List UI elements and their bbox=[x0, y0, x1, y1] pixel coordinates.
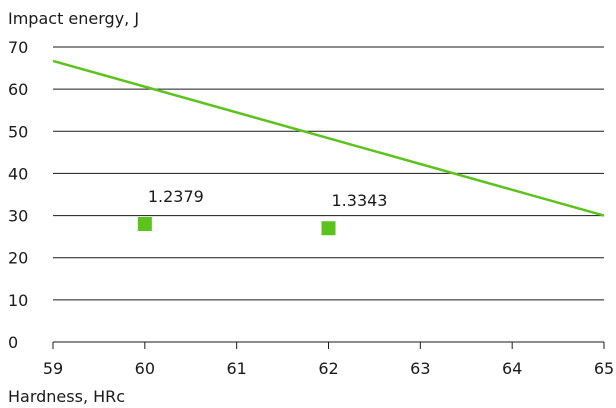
y-axis-title: Impact energy, J bbox=[8, 9, 139, 28]
y-tick-label-40: 40 bbox=[8, 164, 28, 183]
y-tick-label-10: 10 bbox=[8, 291, 28, 310]
x-tick-label-60: 60 bbox=[135, 359, 155, 378]
x-tick-labels: 59 60 61 62 63 64 65 bbox=[43, 359, 614, 378]
x-tick-label-62: 62 bbox=[318, 359, 338, 378]
x-tick-label-65: 65 bbox=[594, 359, 614, 378]
y-tick-label-20: 20 bbox=[8, 249, 28, 268]
x-tick-label-63: 63 bbox=[410, 359, 430, 378]
x-axis-title: Hardness, HRc bbox=[8, 387, 125, 406]
x-tick-label-59: 59 bbox=[43, 359, 63, 378]
y-tick-label-30: 30 bbox=[8, 207, 28, 226]
x-tick-label-61: 61 bbox=[226, 359, 246, 378]
y-tick-labels: 0 10 20 30 40 50 60 70 bbox=[8, 38, 28, 352]
trend-line bbox=[52, 59, 605, 217]
data-label-2: 1.3343 bbox=[332, 191, 388, 210]
data-point-1 bbox=[137, 217, 152, 231]
y-tick-label-60: 60 bbox=[8, 80, 28, 99]
y-tick-label-0: 0 bbox=[8, 333, 18, 352]
data-point-2 bbox=[321, 221, 336, 236]
grid-lines bbox=[53, 46, 604, 301]
x-tick-label-64: 64 bbox=[502, 359, 522, 378]
data-label-1: 1.2379 bbox=[148, 187, 204, 206]
y-tick-label-50: 50 bbox=[8, 122, 28, 141]
y-tick-label-70: 70 bbox=[8, 38, 28, 57]
x-axis bbox=[52, 341, 605, 349]
series: 1.2379 1.3343 bbox=[52, 59, 605, 236]
